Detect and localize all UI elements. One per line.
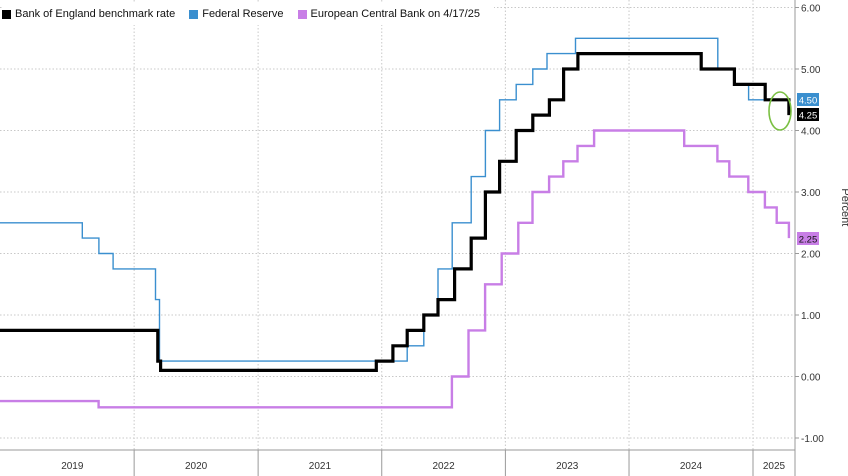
plot-area: [0, 0, 795, 450]
legend-label-boe: Bank of England benchmark rate: [15, 8, 176, 20]
last-value-tag-ecb: [797, 232, 819, 245]
y-tick-label: 5.00: [801, 65, 821, 76]
highlight-ellipse: [768, 91, 792, 131]
y-tick-label: 4.00: [801, 127, 821, 138]
x-tick-label: 2020: [185, 461, 208, 472]
y-tick-label: 3.00: [801, 188, 821, 199]
last-value-label-boe: 4.25: [799, 111, 818, 122]
series-line-fed: [0, 37, 789, 362]
legend-item-fed[interactable]: Federal Reserve: [189, 8, 284, 20]
y-tick-label: 6.00: [801, 4, 821, 15]
x-tick-label: 2022: [432, 461, 455, 472]
legend-swatch-fed: [189, 9, 199, 19]
y-axis-title: Percent: [839, 188, 848, 226]
x-tick-label: 2019: [61, 461, 84, 472]
x-tick-label: 2021: [309, 461, 332, 472]
series-line-boe: [0, 51, 791, 372]
x-tick-label: 2023: [556, 461, 579, 472]
last-value-label-fed: 4.50: [799, 96, 818, 107]
last-value-tag-fed: [797, 93, 819, 106]
last-value-label-ecb: 2.25: [799, 235, 818, 246]
legend-label-fed: Federal Reserve: [202, 8, 284, 20]
chart-legend: Bank of England benchmark rate Federal R…: [2, 3, 494, 25]
legend-item-boe[interactable]: Bank of England benchmark rate: [2, 8, 175, 20]
legend-item-ecb[interactable]: European Central Bank on 4/17/25: [297, 8, 480, 20]
legend-swatch-boe: [2, 9, 11, 19]
x-tick-label: 2024: [680, 461, 703, 472]
y-tick-label: 1.00: [801, 311, 821, 322]
y-tick-label: 0.00: [801, 373, 821, 384]
x-tick-label: 2025: [763, 461, 786, 472]
legend-swatch-ecb: [297, 9, 307, 19]
y-tick-label: 2.00: [801, 250, 821, 261]
legend-label-ecb: European Central Bank on 4/17/25: [310, 8, 480, 20]
y-tick-label: -1.00: [801, 434, 824, 445]
series-line-ecb: [0, 129, 791, 409]
last-value-tag-boe: [797, 108, 819, 121]
